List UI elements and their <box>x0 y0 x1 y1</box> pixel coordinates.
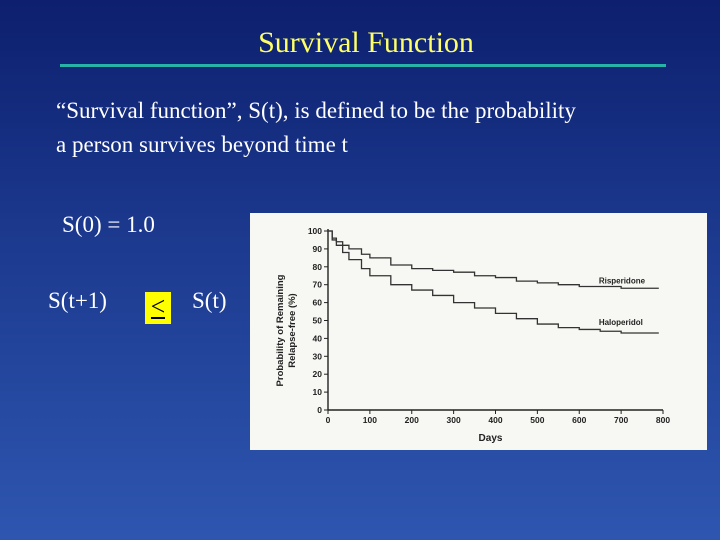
y-tick-label: 20 <box>313 369 323 379</box>
y-tick-label: 60 <box>313 298 323 308</box>
y-tick-label: 10 <box>313 387 323 397</box>
initial-condition: S(0) = 1.0 <box>62 212 155 237</box>
y-tick-label: 0 <box>317 405 322 415</box>
y-tick-label: 30 <box>313 351 323 361</box>
x-tick-label: 600 <box>572 415 586 425</box>
slide-title: Survival Function <box>258 26 474 59</box>
equality-bar <box>151 317 165 319</box>
title-underline <box>60 64 666 67</box>
x-tick-label: 100 <box>363 415 377 425</box>
x-tick-label: 300 <box>447 415 461 425</box>
y-tick-label: 90 <box>313 244 323 254</box>
survival-chart: 0 10 20 30 40 50 60 70 80 90 100 0 100 200 300 400 500 60… <box>250 213 707 450</box>
inequality-symbol: < <box>150 292 166 321</box>
y-axis-label-line-2: Relapse-free (%) <box>287 293 298 367</box>
x-tick-label: 400 <box>488 415 502 425</box>
chart-svg: 0 10 20 30 40 50 60 70 80 90 100 0 100 200 300 400 500 60… <box>275 226 670 444</box>
x-tick-label: 700 <box>614 415 628 425</box>
definition-line-2: a person survives beyond time t <box>56 132 348 157</box>
x-tick-label: 800 <box>656 415 670 425</box>
y-tick-label: 100 <box>308 226 322 236</box>
inequality-right: S(t) <box>192 288 227 313</box>
x-tick-label: 500 <box>530 415 544 425</box>
inequality-left: S(t+1) <box>48 288 107 313</box>
definition-line-1: “Survival function”, S(t), is defined to… <box>56 98 576 123</box>
legend-label-risperidone: Risperidone <box>599 276 646 285</box>
x-tick-label: 0 <box>326 415 331 425</box>
less-or-equal-symbol: < <box>145 292 171 324</box>
x-axis-label: Days <box>479 433 503 444</box>
x-tick-label: 200 <box>405 415 419 425</box>
y-tick-label: 70 <box>313 280 323 290</box>
y-axis-label-line-1: Probability of Remaining <box>275 274 286 386</box>
series-line-haloperidol <box>328 230 659 334</box>
y-tick-label: 50 <box>313 316 323 326</box>
y-tick-label: 80 <box>313 262 323 272</box>
y-tick-label: 40 <box>313 333 323 343</box>
legend-label-haloperidol: Haloperidol <box>599 318 643 327</box>
